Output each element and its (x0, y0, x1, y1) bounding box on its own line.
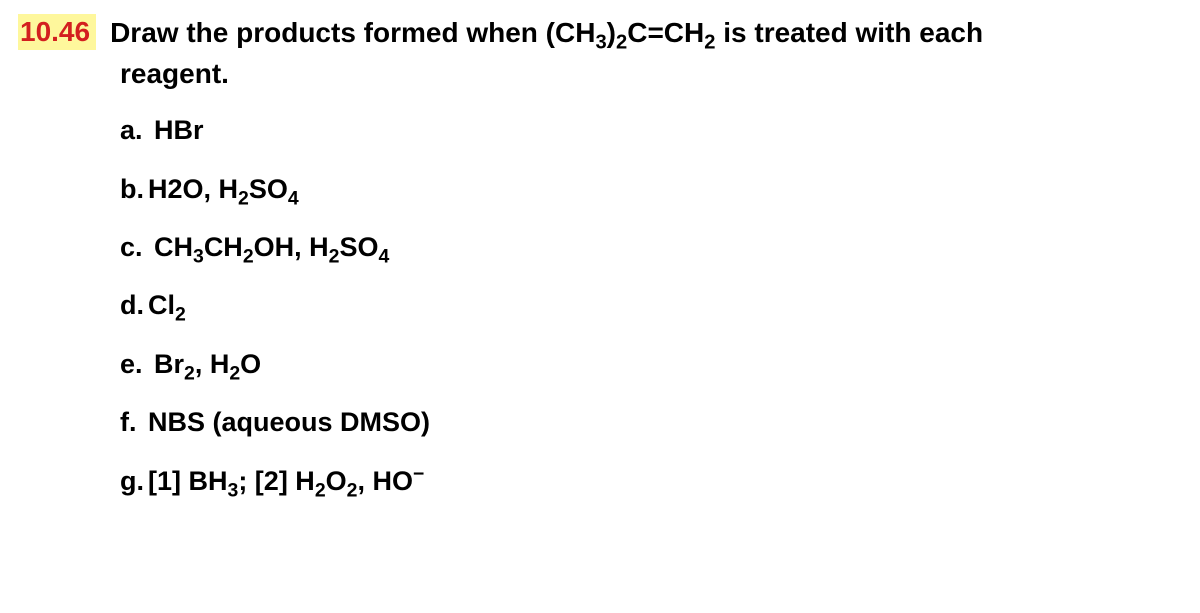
chem-sub: 2 (238, 187, 249, 209)
chem-sub: 2 (243, 245, 254, 267)
stem-text: Draw the products formed when (CH (110, 17, 595, 48)
item-a: a. HBr (120, 114, 1182, 146)
chem-sub: 2 (229, 362, 240, 384)
item-label: g. (120, 465, 148, 497)
question-row: 10.46 Draw the products formed when (CH3… (18, 14, 1182, 52)
stem-text: C=CH (627, 17, 704, 48)
chem-frag: SO (339, 232, 378, 262)
chem-frag: CH (204, 232, 243, 262)
item-label: a. (120, 114, 154, 146)
chem-frag: , HO (357, 466, 413, 496)
chem-sub: 4 (288, 187, 299, 209)
chem-sub: 2 (315, 479, 326, 501)
chem-frag: Cl (148, 290, 175, 320)
chem-frag: SO (249, 174, 288, 204)
reagent-list: a. HBr b. H2O, H2SO4 c. CH3CH2OH, H2SO4 … (120, 114, 1182, 497)
chem-frag: Br (154, 349, 184, 379)
item-e: e. Br2, H2O (120, 348, 1182, 380)
question-stem-line2: reagent. (120, 56, 1182, 92)
chem-sub: 2 (184, 362, 195, 384)
item-text: NBS (aqueous DMSO) (148, 406, 430, 438)
item-text: Br2, H2O (154, 348, 261, 380)
chem-frag: [1] BH (148, 466, 228, 496)
question-number: 10.46 (18, 14, 96, 50)
item-label: e. (120, 348, 154, 380)
item-label: b. (120, 173, 148, 205)
item-f: f. NBS (aqueous DMSO) (120, 406, 1182, 438)
item-d: d. Cl2 (120, 289, 1182, 321)
item-label: d. (120, 289, 148, 321)
chem-frag: OH, H (254, 232, 329, 262)
item-label: c. (120, 231, 154, 263)
chem-sub: 2 (175, 304, 186, 326)
item-text: CH3CH2OH, H2SO4 (154, 231, 389, 263)
stem-sub: 2 (704, 32, 715, 54)
chem-frag: O (240, 349, 261, 379)
item-g: g. [1] BH3; [2] H2O2, HO− (120, 465, 1182, 497)
stem-sub: 3 (595, 32, 606, 54)
question-stem-line1: Draw the products formed when (CH3)2C=CH… (110, 14, 983, 52)
stem-sub: 2 (616, 32, 627, 54)
chem-frag: ; [2] H (238, 466, 315, 496)
chem-frag: CH (154, 232, 193, 262)
item-text: HBr (154, 114, 204, 146)
chem-sub: 4 (378, 245, 389, 267)
stem-text: ) (607, 17, 616, 48)
chem-sub: 2 (329, 245, 340, 267)
stem-text: is treated with each (715, 17, 983, 48)
chem-frag: O (326, 466, 347, 496)
chem-sup: − (413, 463, 424, 485)
item-text: [1] BH3; [2] H2O2, HO− (148, 465, 424, 497)
chem-frag: H2O, H (148, 174, 238, 204)
chem-sub: 3 (228, 479, 239, 501)
item-text: Cl2 (148, 289, 186, 321)
problem-page: 10.46 Draw the products formed when (CH3… (0, 0, 1200, 497)
item-label: f. (120, 406, 148, 438)
item-text: H2O, H2SO4 (148, 173, 299, 205)
chem-sub: 3 (193, 245, 204, 267)
chem-sub: 2 (347, 479, 358, 501)
item-c: c. CH3CH2OH, H2SO4 (120, 231, 1182, 263)
chem-frag: , H (195, 349, 230, 379)
item-b: b. H2O, H2SO4 (120, 173, 1182, 205)
